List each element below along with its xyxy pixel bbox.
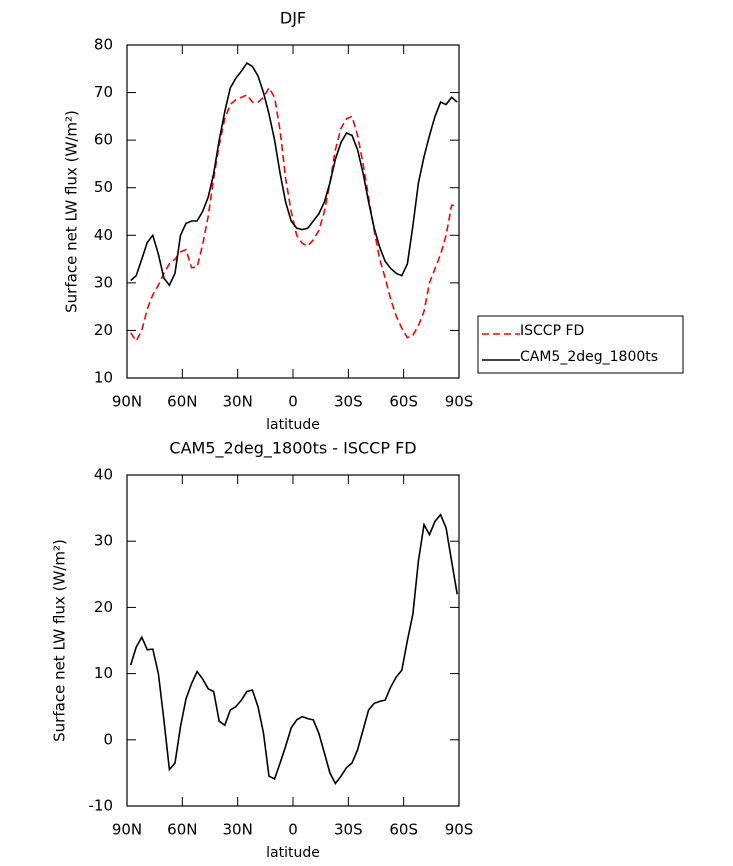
x-tick-label: 90N bbox=[112, 821, 142, 839]
y-tick-label: 10 bbox=[94, 664, 113, 682]
chart-title: CAM5_2deg_1800ts - ISCCP FD bbox=[169, 439, 416, 459]
x-tick-label: 60S bbox=[389, 821, 418, 839]
y-tick-label: 20 bbox=[94, 321, 113, 339]
y-axis-label: Surface net LW flux (W/m²) bbox=[51, 539, 69, 742]
x-tick-label: 0 bbox=[288, 821, 298, 839]
y-tick-label: 20 bbox=[94, 598, 113, 616]
plot-frame bbox=[126, 44, 460, 379]
y-axis-label: Surface net LW flux (W/m²) bbox=[63, 110, 81, 313]
x-tick-label: 30S bbox=[334, 393, 363, 411]
x-tick-label: 60N bbox=[167, 821, 197, 839]
y-tick-label: 60 bbox=[94, 131, 113, 149]
y-tick-label: 30 bbox=[94, 532, 113, 550]
x-tick-label: 60N bbox=[167, 393, 197, 411]
legend-box bbox=[477, 315, 684, 374]
x-tick-label: 90N bbox=[112, 393, 142, 411]
y-tick-label: -10 bbox=[89, 797, 114, 815]
legend-label: CAM5_2deg_1800ts bbox=[520, 349, 658, 365]
y-tick-label: 0 bbox=[103, 730, 113, 748]
y-tick-label: 80 bbox=[94, 36, 113, 54]
y-tick-label: 70 bbox=[94, 83, 113, 101]
x-tick-label: 30N bbox=[223, 821, 253, 839]
data-line bbox=[130, 62, 458, 287]
x-tick-label: 90S bbox=[445, 393, 474, 411]
legend-label: ISCCP FD bbox=[520, 323, 584, 339]
x-tick-label: 30N bbox=[223, 393, 253, 411]
x-axis-label: latitude bbox=[266, 845, 320, 861]
x-tick-label: 0 bbox=[288, 393, 298, 411]
x-axis-label: latitude bbox=[266, 417, 320, 433]
x-tick-label: 60S bbox=[389, 393, 418, 411]
y-tick-label: 40 bbox=[94, 226, 113, 244]
y-tick-label: 40 bbox=[94, 466, 113, 484]
y-tick-label: 50 bbox=[94, 178, 113, 196]
data-line bbox=[129, 513, 458, 785]
x-tick-label: 30S bbox=[334, 821, 363, 839]
chart-title: DJF bbox=[280, 9, 306, 28]
data-line bbox=[130, 86, 458, 343]
x-tick-label: 90S bbox=[445, 821, 474, 839]
y-tick-label: 30 bbox=[94, 273, 113, 291]
y-tick-label: 10 bbox=[94, 369, 113, 387]
